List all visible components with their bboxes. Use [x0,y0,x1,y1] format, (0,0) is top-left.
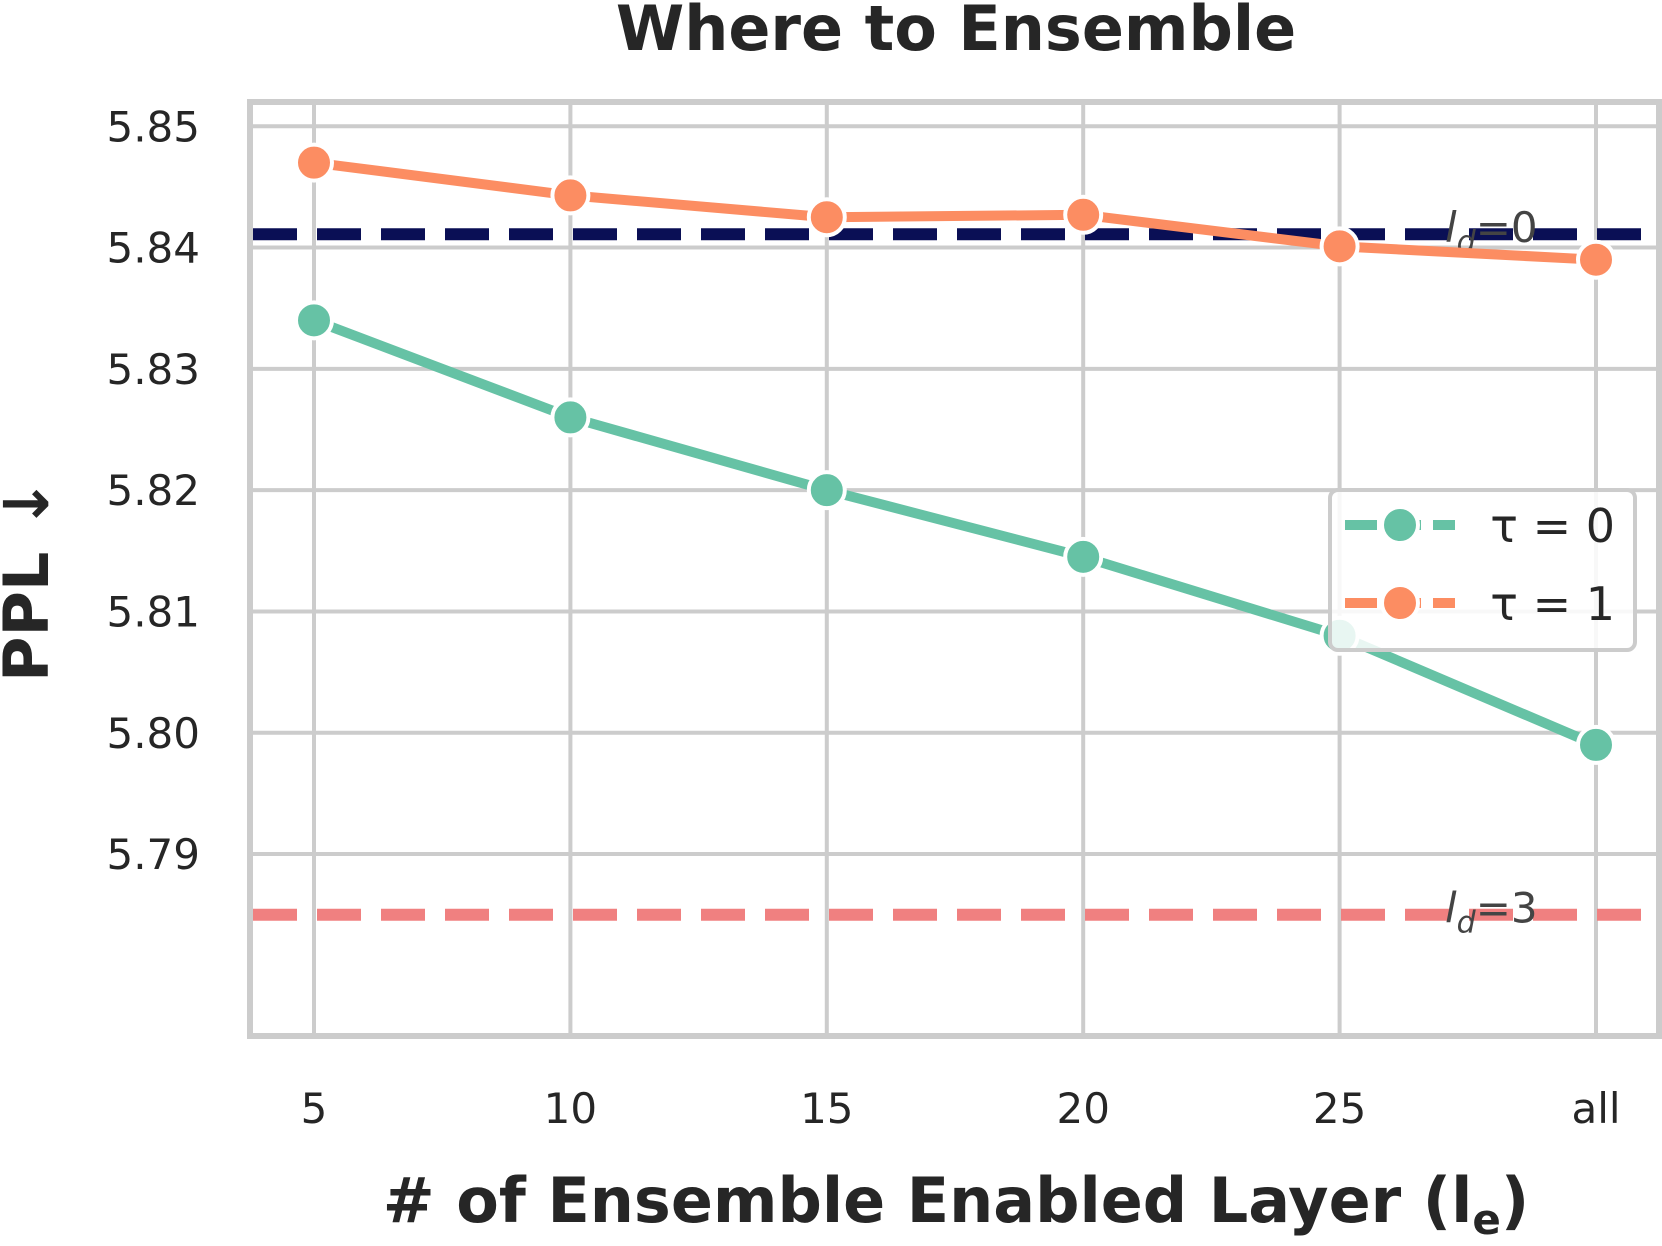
data-point [294,142,334,183]
y-tick-label: 5.82 [106,466,200,515]
data-point [806,197,847,238]
data-point [1576,724,1616,765]
reference-label-value: =3 [1476,884,1538,933]
data-point [294,300,334,341]
y-tick-label: 5.80 [106,709,200,758]
x-axis-label-suffix: ) [1501,1164,1529,1237]
data-point [1319,226,1360,267]
reference-line-label: ld=3 [1445,884,1538,941]
x-tick-label: all [1571,1084,1620,1133]
legend-marker-swatch [1380,583,1420,623]
legend: τ = 0 τ = 1 [1328,488,1637,652]
series-lines [312,157,1598,750]
y-tick-label: 5.79 [106,830,200,879]
data-point [1063,194,1104,235]
data-point [550,175,591,216]
y-axis-label: PPL ↓ [0,478,63,682]
data-point [1063,536,1104,577]
series-line-1 [313,157,1597,265]
data-point [1576,239,1616,280]
x-tick-label: 5 [301,1084,328,1133]
legend-marker-swatch [1380,505,1420,545]
reference-label-symbol: l [1445,884,1457,933]
data-point [806,470,847,511]
reference-lines: ld=0ld=3 [253,203,1656,941]
y-tick-label: 5.85 [106,102,200,151]
chart-title: Where to Ensemble [616,0,1296,65]
x-tick-label: 25 [1313,1084,1366,1133]
plot-frame [247,99,1662,1039]
reference-label-value: =0 [1476,203,1538,252]
x-tick-label: 10 [544,1084,597,1133]
x-tick-label: 20 [1056,1084,1109,1133]
legend-label: τ = 1 [1490,577,1615,631]
y-tick-label: 5.81 [106,587,200,636]
y-tick-labels: 5.79 5.80 5.81 5.82 5.83 5.84 5.85 [106,102,200,879]
series-line-0 [312,315,1598,750]
y-tick-label: 5.83 [106,345,200,394]
legend-label: τ = 0 [1490,499,1615,553]
data-point [550,397,591,438]
x-tick-label: 15 [800,1084,853,1133]
reference-label-symbol: l [1445,203,1457,252]
y-tick-label: 5.84 [106,224,200,273]
x-tick-labels: 5 10 15 20 25 all [301,1084,1621,1133]
x-axis-label-sub: e [1472,1195,1501,1244]
x-axis-label: # of Ensemble Enabled Layer (le) [383,1164,1529,1244]
x-axis-label-main: # of Ensemble Enabled Layer (l [383,1164,1473,1237]
reference-label-subscript: d [1457,906,1477,941]
